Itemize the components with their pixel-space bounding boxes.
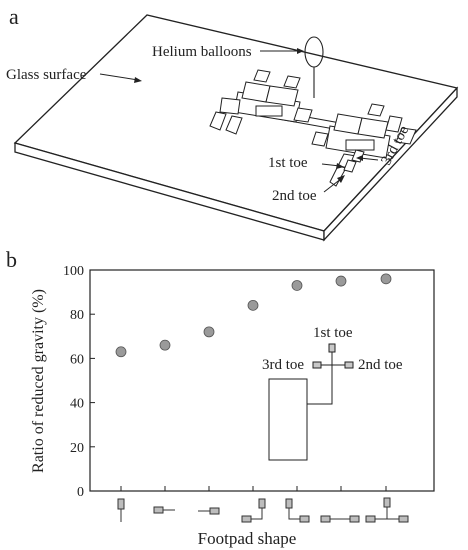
y-tick-label: 60: [70, 352, 84, 367]
data-point: [159, 339, 171, 351]
plot-frame: [89, 269, 435, 492]
footpad-shape-icons: [117, 497, 409, 523]
x-axis-label: Footpad shape: [198, 529, 297, 548]
footpad-shape-4-icon: [241, 498, 266, 523]
panel-b-letter: b: [6, 247, 17, 272]
data-point: [203, 326, 215, 338]
toe3-arrowhead: [356, 155, 363, 161]
y-tick-label: 80: [70, 308, 84, 323]
footpad-shape-2-icon: [153, 506, 175, 514]
footpad-shape-3-icon: [198, 507, 220, 515]
toe2-arrowhead: [337, 175, 345, 183]
data-point: [335, 275, 347, 287]
y-axis-ticks: 0 20 40 60 80 100: [63, 264, 95, 500]
helium-arrowhead: [297, 48, 304, 54]
y-axis-label: Ratio of reduced gravity (%): [30, 289, 47, 473]
glass-arrow: [99, 73, 139, 81]
toe1-label: 1st toe: [268, 155, 308, 171]
footpad-shape-5-icon: [285, 498, 310, 523]
data-point: [115, 346, 127, 358]
data-point: [291, 280, 303, 291]
y-tick-label: 20: [70, 441, 84, 456]
robot-illustration: [209, 69, 417, 187]
y-tick-label: 100: [63, 264, 84, 279]
footpad-shape-1-icon: [117, 498, 125, 522]
inset-toe2-label: 2nd toe: [358, 357, 403, 373]
data-point: [247, 299, 259, 311]
toe2-label: 2nd toe: [272, 188, 317, 204]
footpad-shape-7-icon: [365, 497, 409, 523]
toe1-arrowhead: [336, 163, 344, 169]
panel-a-letter: a: [9, 4, 19, 29]
y-tick-label: 0: [77, 485, 84, 500]
balloon-icon: [304, 36, 324, 98]
inset-schematic: [268, 343, 354, 461]
x-axis-ticks: [120, 486, 387, 491]
glass-arrowhead: [134, 77, 142, 83]
y-tick-label: 40: [70, 397, 84, 412]
inset-toe1-label: 1st toe: [313, 325, 353, 341]
footpad-shape-6-icon: [320, 515, 360, 523]
inset-toe3-label: 3rd toe: [262, 357, 304, 373]
glass-surface-label: Glass surface: [6, 67, 87, 83]
data-point: [380, 273, 392, 285]
helium-balloons-label: Helium balloons: [152, 44, 252, 60]
data-points: [115, 273, 392, 358]
